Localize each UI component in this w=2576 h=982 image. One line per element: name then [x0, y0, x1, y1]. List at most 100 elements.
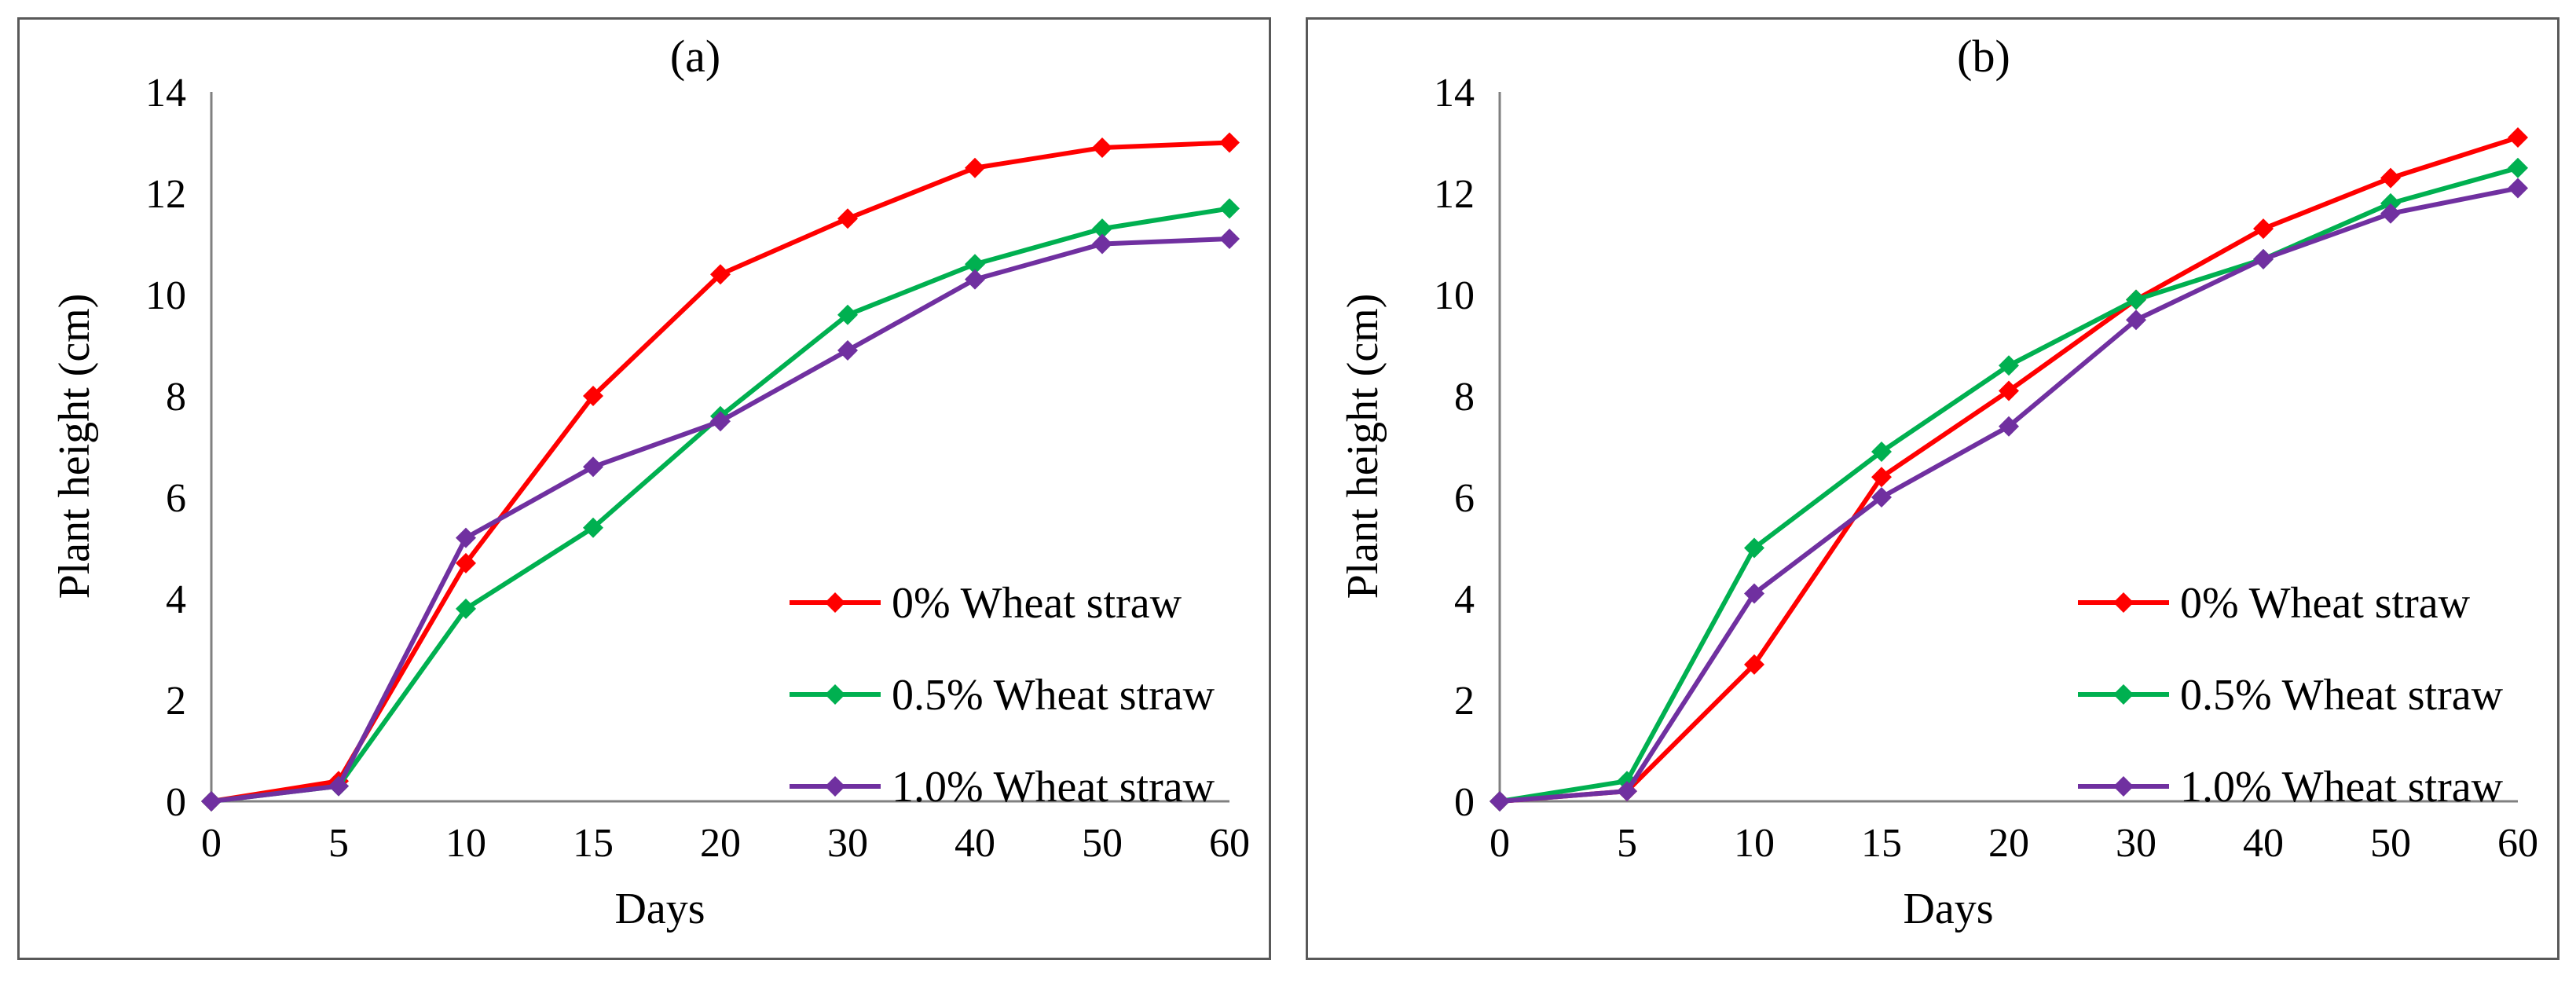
x-tick-label: 10	[1734, 821, 1775, 866]
y-tick-label: 2	[166, 679, 186, 724]
data-point	[2253, 248, 2274, 269]
y-tick-label: 0	[1454, 780, 1475, 825]
data-point	[2253, 218, 2274, 240]
x-axis-label: Days	[1903, 885, 1993, 933]
legend-marker	[2113, 684, 2134, 705]
x-tick-label: 20	[700, 821, 741, 866]
data-point	[1871, 441, 1892, 462]
data-point	[456, 527, 476, 548]
data-point	[1744, 537, 1764, 559]
data-point	[837, 208, 858, 229]
legend-label: 0% Wheat straw	[2180, 579, 2471, 628]
x-tick-label: 20	[1988, 821, 2029, 866]
data-point	[583, 517, 603, 538]
data-point	[2126, 310, 2146, 331]
y-axis-label: Plant height (cm)	[50, 294, 99, 599]
data-point	[1219, 229, 1240, 250]
data-point	[1219, 132, 1240, 153]
y-tick-label: 8	[1454, 375, 1475, 420]
x-tick-label: 15	[1861, 821, 1902, 866]
data-point	[1490, 791, 1510, 812]
data-point	[583, 456, 603, 478]
y-tick-label: 8	[166, 375, 186, 420]
legend-label: 1.0% Wheat straw	[892, 763, 1215, 812]
chart-panel-a: (a) 0 2 4 6 8 10 12 14 0 5 10 15 20 30 40 50 60 Days Pl…	[17, 17, 1271, 960]
legend-marker	[2113, 776, 2134, 797]
legend-label: 1.0% Wheat straw	[2180, 763, 2504, 812]
data-point	[1219, 198, 1240, 219]
legend-item: 0% Wheat straw	[790, 579, 1182, 628]
x-tick-label: 50	[2370, 821, 2411, 866]
data-point	[1871, 467, 1892, 488]
data-point	[1617, 781, 1637, 802]
chart-title: (b)	[1957, 31, 2010, 82]
data-point	[1999, 380, 2019, 401]
y-tick-label: 12	[145, 172, 186, 217]
data-point	[2380, 167, 2401, 189]
x-axis-label: Days	[614, 885, 705, 933]
data-point	[965, 269, 985, 290]
x-tick-label: 40	[955, 821, 995, 866]
y-tick-label: 6	[166, 476, 186, 521]
data-point	[1092, 218, 1112, 240]
data-point	[837, 304, 858, 325]
data-point	[1999, 416, 2019, 437]
x-tick-label: 50	[1082, 821, 1123, 866]
data-point	[456, 552, 476, 573]
y-tick-label: 14	[1434, 71, 1475, 115]
legend-item: 1.0% Wheat straw	[790, 763, 1215, 812]
data-point	[583, 386, 603, 406]
data-point	[710, 264, 731, 285]
chart-svg-a: (a) 0 2 4 6 8 10 12 14 0 5 10 15 20 30 40 50 60 Days Pl…	[50, 31, 1250, 933]
data-point	[1744, 583, 1764, 604]
legend-item: 0.5% Wheat straw	[790, 671, 1215, 720]
data-point	[1999, 355, 2019, 376]
data-point	[965, 157, 985, 178]
y-axis-label: Plant height (cm)	[1339, 294, 1387, 599]
data-point	[965, 254, 985, 275]
x-tick-label: 5	[328, 821, 349, 866]
legend-label: 0.5% Wheat straw	[2180, 671, 2504, 720]
y-tick-label: 6	[1454, 476, 1475, 521]
legend-label: 0.5% Wheat straw	[892, 671, 1215, 720]
x-tick-label: 60	[2497, 821, 2538, 866]
y-tick-label: 10	[145, 273, 186, 318]
data-point	[1092, 137, 1112, 158]
legend-marker	[2113, 592, 2134, 613]
x-tick-label: 40	[2243, 821, 2284, 866]
data-point	[837, 339, 858, 361]
data-point	[456, 598, 476, 619]
series-3	[201, 229, 1240, 812]
x-tick-label: 30	[2116, 821, 2156, 866]
y-tick-label: 10	[1434, 273, 1475, 318]
x-tick-label: 0	[201, 821, 222, 866]
data-point	[2380, 203, 2401, 224]
x-tick-label: 5	[1617, 821, 1637, 866]
y-tick-label: 4	[166, 577, 186, 622]
x-tick-label: 15	[573, 821, 614, 866]
x-tick-label: 30	[827, 821, 868, 866]
legend-item: 1.0% Wheat straw	[2078, 763, 2504, 812]
data-point	[2126, 289, 2146, 310]
data-point	[2508, 178, 2528, 199]
x-tick-label: 60	[1209, 821, 1250, 866]
data-point	[2508, 127, 2528, 148]
data-point	[328, 775, 349, 797]
data-point	[710, 411, 731, 432]
legend-marker	[825, 776, 845, 797]
data-point	[1092, 233, 1112, 255]
chart-title: (a)	[670, 31, 720, 82]
legend-label: 0% Wheat straw	[892, 579, 1182, 628]
chart-panel-b: (b) 0 2 4 6 8 10 12 14 0 5 10 15 20 30 40 50 60 Days Pl…	[1306, 17, 2560, 960]
data-point	[1744, 654, 1764, 675]
data-point	[201, 791, 222, 812]
y-tick-label: 12	[1434, 172, 1475, 217]
y-tick-label: 2	[1454, 679, 1475, 724]
x-tick-label: 10	[445, 821, 486, 866]
series-3	[1490, 178, 2528, 812]
legend-marker	[825, 592, 845, 613]
data-point	[1871, 487, 1892, 507]
chart-svg-b: (b) 0 2 4 6 8 10 12 14 0 5 10 15 20 30 40 50 60 Days Pl…	[1339, 31, 2538, 933]
legend-item: 0.5% Wheat straw	[2078, 671, 2504, 720]
legend-item: 0% Wheat straw	[2078, 579, 2471, 628]
